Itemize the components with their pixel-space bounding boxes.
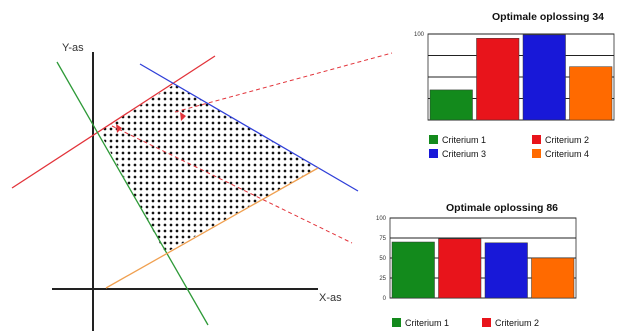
solution-marker-86 — [116, 124, 122, 133]
bar-criterium-4 — [569, 66, 613, 121]
connector-to-chart-86 — [111, 125, 353, 244]
bar-criterium-3 — [484, 242, 528, 299]
constraint-line-blue — [139, 63, 359, 192]
feasible-region — [99, 84, 318, 253]
bar-criterium-4 — [531, 257, 575, 299]
bar-criterium-2 — [438, 238, 482, 299]
bar-criterium-2 — [476, 38, 520, 121]
legend-swatch — [392, 318, 401, 327]
legend-swatch — [532, 135, 541, 144]
y-tick-label: 50 — [379, 256, 386, 262]
legend-label: Criterium 1 — [405, 318, 449, 328]
bar-criterium-1 — [429, 89, 473, 121]
constraint-line-red — [11, 55, 216, 189]
legend-swatch — [429, 149, 438, 158]
legend-label: Criterium 2 — [495, 318, 539, 328]
chart-title: Optimale oplossing 86 — [446, 202, 558, 214]
y-tick-label: 100 — [414, 32, 425, 38]
y-tick-label: 75 — [379, 236, 386, 242]
x-axis-label: X-as — [319, 292, 342, 304]
y-tick-label: 25 — [379, 276, 386, 282]
chart-title: Optimale oplossing 34 — [492, 11, 604, 23]
y-tick-label: 100 — [376, 216, 387, 222]
constraint-line-orange — [105, 167, 319, 289]
legend-swatch — [532, 149, 541, 158]
legend-label: Criterium 3 — [442, 149, 486, 159]
legend-swatch — [482, 318, 491, 327]
legend-label: Criterium 1 — [442, 135, 486, 145]
legend-label: Criterium 2 — [545, 135, 589, 145]
bar-chart-optimal-86: Optimale oplossing 86 0 25 50 75 100 Criteri… — [376, 202, 577, 328]
bar-criterium-3 — [522, 34, 566, 121]
bar-criterium-1 — [391, 241, 435, 299]
constraint-line-green — [56, 61, 209, 326]
y-tick-label: 0 — [383, 296, 387, 302]
bar-chart-optimal-34: Optimale oplossing 34 100 Criterium 1 Cri… — [414, 11, 615, 159]
connector-to-chart-34 — [174, 52, 393, 113]
solution-marker-34 — [180, 112, 186, 121]
legend-swatch — [429, 135, 438, 144]
y-axis-label: Y-as — [62, 42, 84, 54]
legend-label: Criterium 4 — [545, 149, 589, 159]
